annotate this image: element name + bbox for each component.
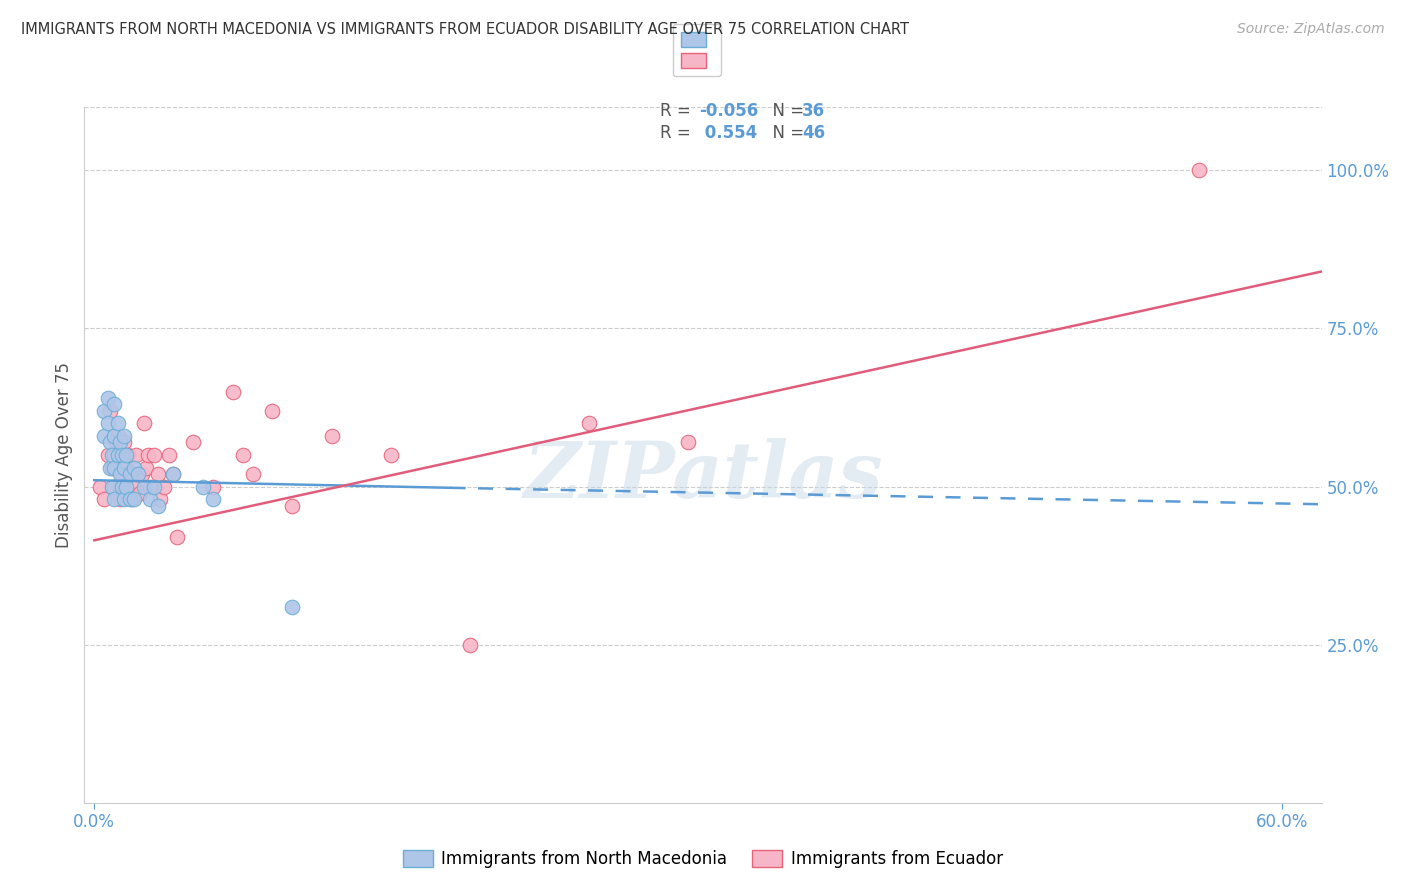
Text: Source: ZipAtlas.com: Source: ZipAtlas.com <box>1237 22 1385 37</box>
Point <box>115 460 138 475</box>
Point <box>142 479 165 493</box>
Point <box>131 467 153 481</box>
Point <box>132 417 155 431</box>
Point <box>101 460 124 475</box>
Point <box>108 492 131 507</box>
Point <box>166 530 188 544</box>
Point <box>103 429 125 443</box>
Point <box>138 492 160 507</box>
Point <box>118 467 141 481</box>
Text: 0.554: 0.554 <box>699 125 758 143</box>
Point <box>159 448 181 462</box>
Point <box>149 492 172 507</box>
Point <box>107 429 129 443</box>
Text: N =: N = <box>762 102 810 120</box>
Point <box>127 467 149 481</box>
Legend: , : , <box>672 23 721 76</box>
Text: 36: 36 <box>801 102 825 120</box>
Point <box>138 479 160 493</box>
Point <box>111 448 134 462</box>
Point <box>97 448 120 462</box>
Point <box>97 417 120 431</box>
Text: -0.056: -0.056 <box>699 102 759 120</box>
Point <box>125 448 148 462</box>
Point <box>107 417 129 431</box>
Point <box>103 460 125 475</box>
Point <box>101 479 124 493</box>
Point <box>118 492 141 507</box>
Point <box>242 467 264 481</box>
Point <box>262 403 284 417</box>
Point <box>132 479 155 493</box>
Point <box>128 486 150 500</box>
Point <box>676 435 699 450</box>
Point <box>93 492 115 507</box>
Point <box>281 599 304 614</box>
Point <box>1188 163 1211 178</box>
Text: ZIPatlas: ZIPatlas <box>523 438 883 514</box>
Legend: Immigrants from North Macedonia, Immigrants from Ecuador: Immigrants from North Macedonia, Immigra… <box>396 843 1010 875</box>
Point <box>112 435 135 450</box>
Point <box>97 391 120 405</box>
Point <box>122 479 145 493</box>
Point <box>122 460 145 475</box>
Text: R =: R = <box>659 125 696 143</box>
Point <box>146 467 169 481</box>
Point <box>93 429 115 443</box>
Point <box>101 448 124 462</box>
Text: IMMIGRANTS FROM NORTH MACEDONIA VS IMMIGRANTS FROM ECUADOR DISABILITY AGE OVER 7: IMMIGRANTS FROM NORTH MACEDONIA VS IMMIG… <box>21 22 910 37</box>
Point <box>321 429 343 443</box>
Point <box>89 479 111 493</box>
Point <box>108 479 131 493</box>
Point <box>181 435 204 450</box>
Point <box>105 435 128 450</box>
Point <box>98 403 121 417</box>
Point <box>107 448 129 462</box>
Point <box>115 479 138 493</box>
Point <box>117 448 139 462</box>
Point <box>98 435 121 450</box>
Point <box>202 479 225 493</box>
Point <box>111 479 134 493</box>
Point <box>112 492 135 507</box>
Point <box>136 448 159 462</box>
Point <box>112 460 135 475</box>
Point <box>127 467 149 481</box>
Point <box>103 479 125 493</box>
Point <box>232 448 254 462</box>
Point <box>578 417 600 431</box>
Text: N =: N = <box>762 125 810 143</box>
Point <box>152 479 174 493</box>
Point <box>103 448 125 462</box>
Point <box>98 460 121 475</box>
Text: 46: 46 <box>801 125 825 143</box>
Point <box>162 467 184 481</box>
Point <box>146 499 169 513</box>
Point <box>103 492 125 507</box>
Point <box>191 479 214 493</box>
Point <box>112 429 135 443</box>
Text: R =: R = <box>659 102 696 120</box>
Point <box>162 467 184 481</box>
Point <box>380 448 402 462</box>
Point <box>222 384 245 399</box>
Point <box>118 467 141 481</box>
Point <box>460 638 482 652</box>
Point <box>281 499 304 513</box>
Point <box>103 397 125 411</box>
Y-axis label: Disability Age Over 75: Disability Age Over 75 <box>55 362 73 548</box>
Point <box>108 467 131 481</box>
Point <box>142 448 165 462</box>
Point <box>202 492 225 507</box>
Point <box>93 403 115 417</box>
Point <box>111 467 134 481</box>
Point <box>115 448 138 462</box>
Point <box>108 435 131 450</box>
Point <box>135 460 157 475</box>
Point <box>121 492 143 507</box>
Point <box>122 492 145 507</box>
